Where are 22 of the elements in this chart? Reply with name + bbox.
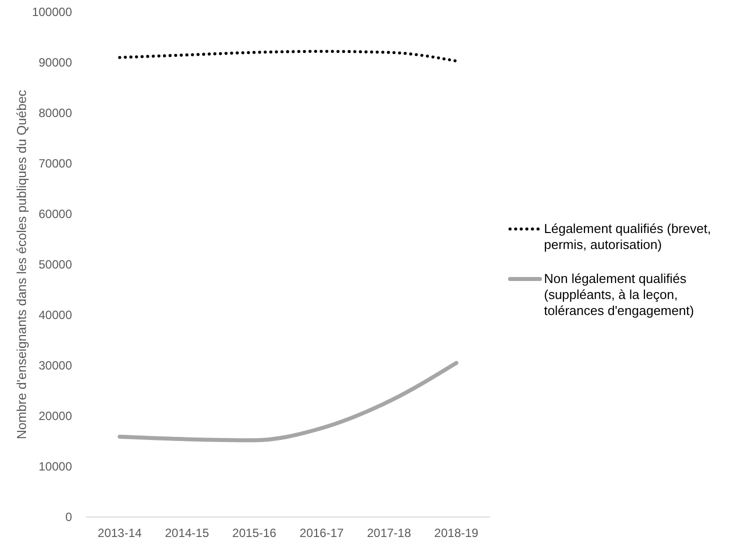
y-tick-label: 20000 — [38, 409, 72, 423]
x-tick-label: 2015-16 — [232, 526, 277, 540]
x-tick-label: 2016-17 — [300, 526, 344, 540]
y-tick-label: 100000 — [32, 5, 72, 19]
y-tick-label: 80000 — [38, 106, 72, 120]
y-tick-label: 0 — [65, 510, 72, 524]
y-tick-label: 10000 — [38, 460, 72, 474]
y-tick-label: 90000 — [38, 56, 72, 70]
legend-label: Légalement qualifiés (brevet, permis, autorisation) — [544, 221, 711, 252]
x-tick-label: 2013-14 — [98, 526, 142, 540]
y-tick-label: 60000 — [38, 207, 72, 221]
legend-label: Non légalement qualifiés (suppléants, à la leçon, tolérances d'engagement) — [544, 271, 694, 318]
y-tick-label: 30000 — [38, 358, 72, 372]
x-tick-label: 2018-19 — [434, 526, 479, 540]
y-tick-label: 50000 — [38, 258, 72, 272]
line-series — [118, 360, 458, 442]
y-tick-label: 40000 — [38, 308, 72, 322]
x-tick-label: 2017-18 — [366, 526, 412, 540]
y-axis-title: Nombre d'enseignants dans les écoles publiques du Québec — [14, 89, 29, 440]
x-tick-label: 2014-15 — [164, 526, 210, 540]
y-tick-label: 70000 — [38, 156, 72, 170]
line-series — [118, 50, 458, 62]
